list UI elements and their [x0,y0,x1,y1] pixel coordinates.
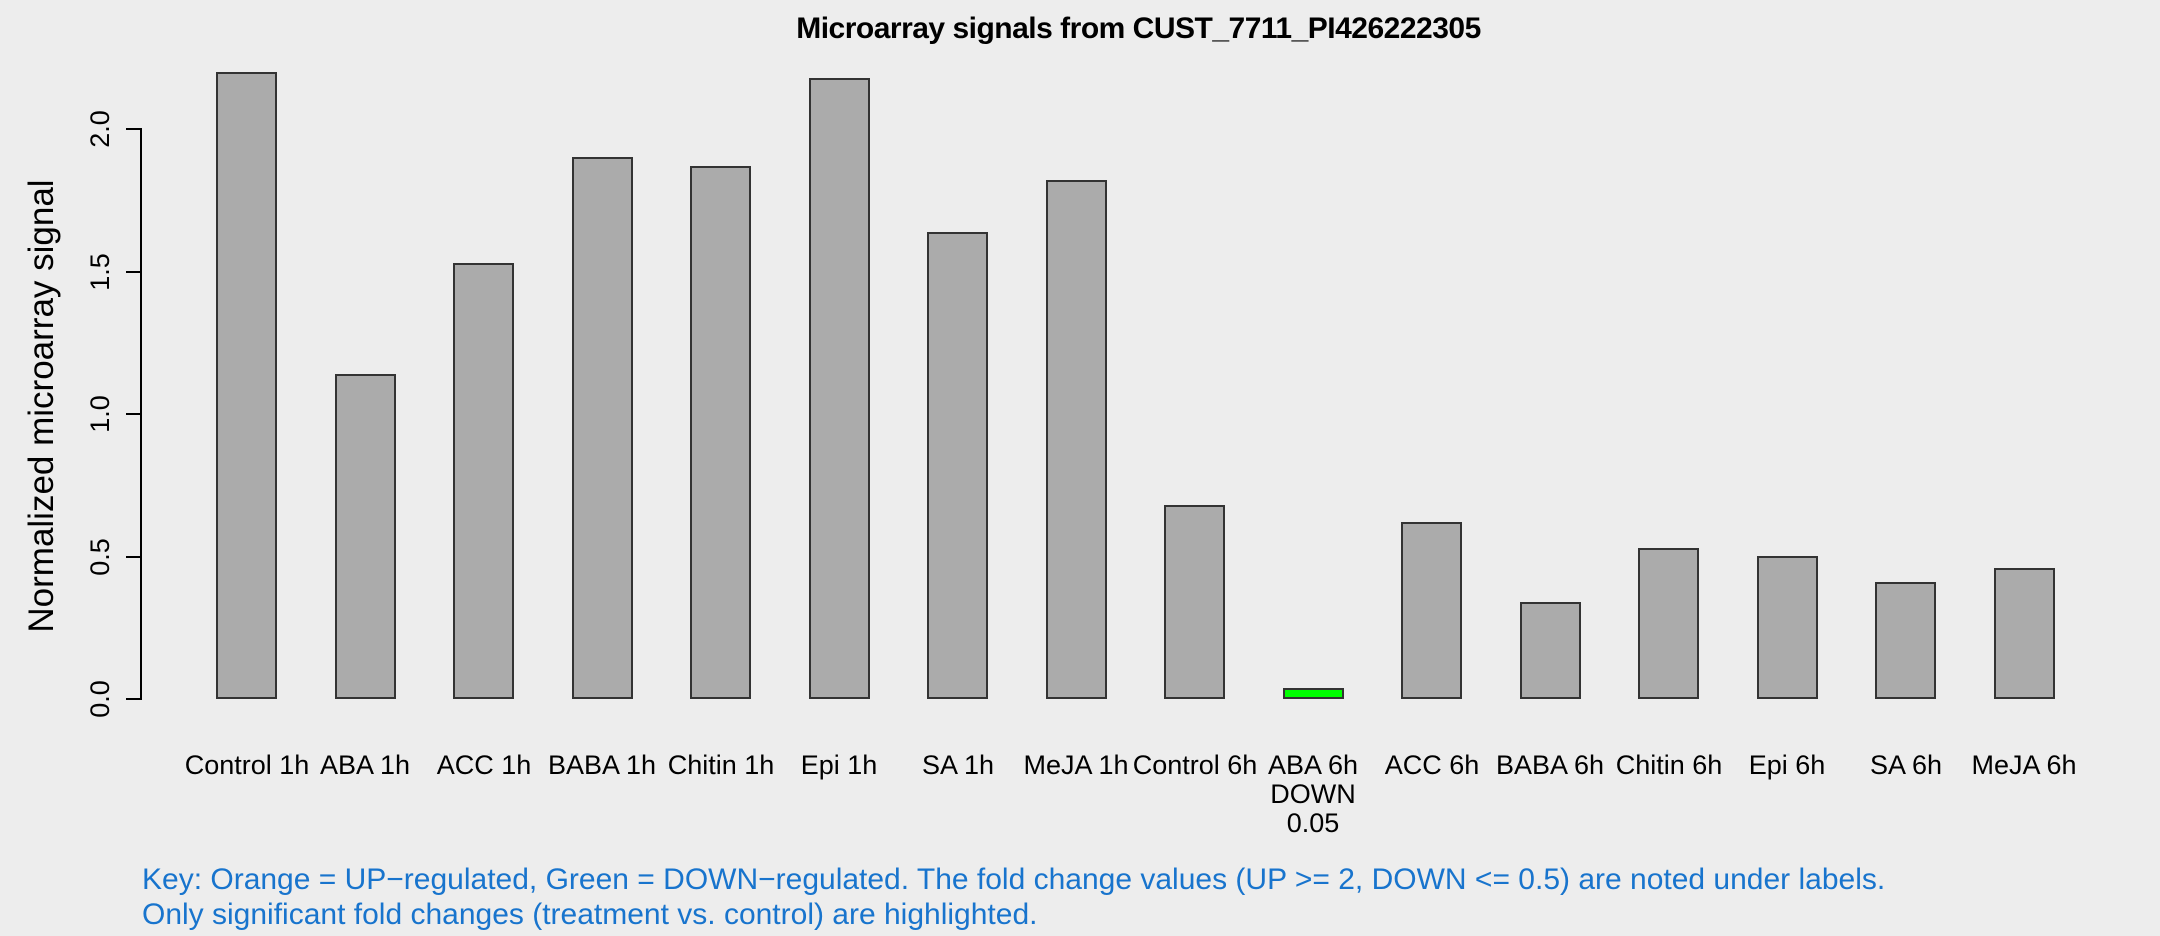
x-label-text: SA 6h [1869,750,1943,780]
bar-sa-6h [1875,582,1936,699]
x-label-acc-6h: ACC 6h [1342,751,1522,780]
x-label-acc-1h: ACC 1h [394,751,574,780]
fold-change-note: DOWN [1270,779,1356,809]
x-label-sa-1h: SA 1h [868,751,1048,780]
bar-aba-6h [1283,688,1344,699]
key-line-1: Key: Orange = UP−regulated, Green = DOWN… [142,863,1886,896]
x-label-text: ABA 1h [319,750,411,780]
bar-meja-6h [1994,568,2055,699]
bar-baba-1h [572,157,633,699]
x-label-control-6h: Control 6h [1105,751,1285,780]
y-tick-label-0.0: 0.0 [85,680,115,718]
key-block: Key: Orange = UP−regulated, Green = DOWN… [142,862,1885,932]
x-label-text: Control 6h [1132,750,1258,780]
y-axis-line [140,128,142,700]
x-label-text: Control 1h [184,750,310,780]
y-tick-label-2.0: 2.0 [85,110,115,148]
x-label-chitin-6h: Chitin 6h [1579,751,1759,780]
bar-acc-1h [453,263,514,699]
x-label-baba-6h: BABA 6h [1460,751,1640,780]
chart-title: Microarray signals from CUST_7711_PI4262… [796,12,1481,45]
x-label-text: ACC 1h [436,750,532,780]
bar-baba-6h [1520,602,1581,699]
y-tick-label-1.5: 1.5 [85,252,115,291]
y-tick-label-0.5: 0.5 [85,537,115,576]
x-label-text: Epi 6h [1748,750,1826,780]
bar-sa-1h [927,232,988,699]
x-label-baba-1h: BABA 1h [512,751,692,780]
x-label-text: Epi 1h [800,750,878,780]
x-label-text: Chitin 1h [667,750,775,780]
bar-aba-1h [335,374,396,699]
y-tick-1.5 [126,270,141,273]
x-label-meja-6h: MeJA 6h [1934,751,2114,780]
x-label-text: BABA 6h [1495,750,1605,780]
y-tick-2.0 [126,128,141,130]
bar-chitin-6h [1638,548,1699,699]
y-axis-title: Normalized microarray signal [22,179,61,633]
y-tick-1.0 [126,413,141,415]
bar-chitin-1h [690,166,751,699]
bar-epi-1h [809,78,870,699]
x-label-text: ABA 6h [1267,750,1359,780]
fold-change-note: 0.05 [1286,808,1340,838]
x-label-meja-1h: MeJA 1h [986,751,1166,780]
x-label-epi-6h: Epi 6h [1697,751,1877,780]
x-label-control-1h: Control 1h [157,751,337,780]
x-label-text: SA 1h [921,750,995,780]
y-tick-0.5 [126,555,141,558]
bar-control-1h [216,72,277,699]
x-label-sa-6h: SA 6h [1816,751,1996,780]
x-label-epi-1h: Epi 1h [749,751,929,780]
bar-meja-1h [1046,180,1107,699]
x-label-aba-6h: ABA 6h DOWN 0.05 [1223,751,1403,838]
x-label-text: MeJA 6h [1971,750,2077,780]
y-tick-label-1.0: 1.0 [85,395,115,433]
x-label-text: MeJA 1h [1023,750,1129,780]
bar-epi-6h [1757,556,1818,699]
key-line-2: Only significant fold changes (treatment… [142,898,1038,931]
x-label-text: BABA 1h [547,750,657,780]
x-label-chitin-1h: Chitin 1h [631,751,811,780]
x-label-text: Chitin 6h [1615,750,1723,780]
x-label-text: ACC 6h [1384,750,1480,780]
bar-acc-6h [1401,522,1462,699]
y-tick-0.0 [126,698,141,700]
x-label-aba-1h: ABA 1h [275,751,455,780]
bar-control-6h [1164,505,1225,699]
